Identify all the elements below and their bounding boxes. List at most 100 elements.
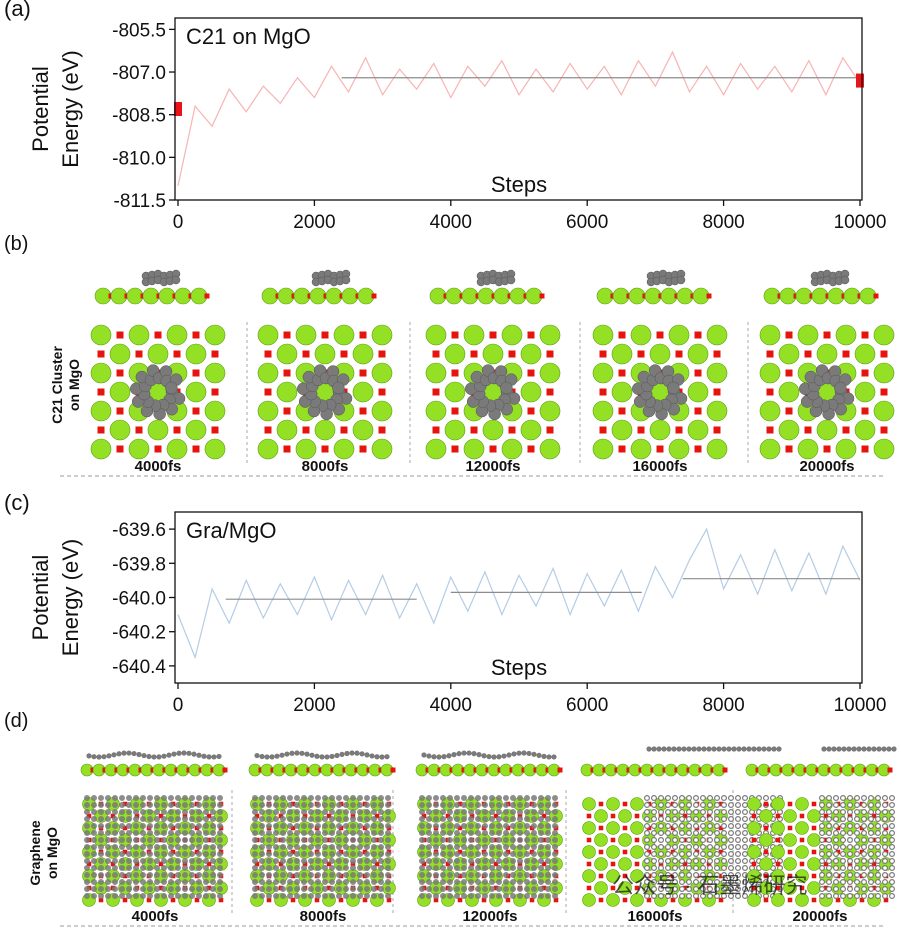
- c-atom: [489, 815, 496, 822]
- c-atom: [818, 822, 825, 829]
- c-atom: [125, 885, 132, 892]
- mg-atom: [816, 343, 838, 365]
- c-atom: [83, 885, 90, 892]
- x-tick-label: 0: [173, 212, 184, 233]
- o-atom: [290, 849, 296, 855]
- c-atom: [461, 836, 468, 843]
- o-atom: [283, 331, 291, 339]
- c-atom: [252, 885, 259, 892]
- snapshot: 12000fs: [425, 269, 561, 475]
- c-atom: [506, 275, 516, 285]
- c-atom: [329, 843, 336, 850]
- c-atom: [111, 829, 118, 836]
- c-atom: [140, 850, 147, 857]
- c-atom: [523, 892, 530, 899]
- c-atom: [419, 864, 426, 871]
- c-atom: [825, 794, 832, 801]
- c-atom: [324, 754, 330, 760]
- c-atom: [523, 871, 530, 878]
- c-atom: [530, 822, 537, 829]
- c-atom: [111, 885, 118, 892]
- c-atom: [343, 857, 350, 864]
- c-atom: [419, 885, 426, 892]
- mg-atom: [444, 419, 466, 441]
- c-atom: [322, 843, 329, 850]
- c-atom: [210, 794, 217, 801]
- c-atom: [762, 794, 769, 801]
- c-atom: [454, 892, 461, 899]
- c-atom: [349, 750, 355, 756]
- c-atom: [713, 794, 720, 801]
- c-atom: [301, 822, 308, 829]
- c-atom: [888, 878, 895, 885]
- c-atom: [664, 801, 671, 808]
- c-atom: [364, 829, 371, 836]
- mg-atom: [630, 324, 652, 346]
- c-atom: [489, 892, 496, 899]
- c-atom: [846, 885, 853, 892]
- c-atom: [832, 878, 839, 885]
- c-atom: [447, 829, 454, 836]
- o-atom: [290, 801, 296, 807]
- c-atom: [446, 753, 452, 759]
- c-atom: [489, 808, 496, 815]
- o-atom: [713, 350, 721, 358]
- c-atom: [182, 892, 189, 899]
- c-atom: [121, 750, 127, 756]
- c-atom: [888, 857, 895, 864]
- c-atom: [378, 871, 385, 878]
- c-atom: [315, 892, 322, 899]
- o-atom: [122, 801, 128, 807]
- c-atom: [825, 829, 832, 836]
- c-atom: [537, 815, 544, 822]
- c-atom: [489, 878, 496, 885]
- c-atom: [371, 871, 378, 878]
- c-atom: [496, 892, 503, 899]
- c-atom: [475, 801, 482, 808]
- mg-atom: [147, 343, 169, 365]
- c-atom: [440, 822, 447, 829]
- c-atom: [699, 829, 706, 836]
- c-atom: [643, 864, 650, 871]
- c-atom: [461, 801, 468, 808]
- c-atom: [454, 864, 461, 871]
- c-atom: [211, 754, 217, 760]
- c-atom: [433, 815, 440, 822]
- c-atom: [350, 850, 357, 857]
- c-atom: [874, 794, 881, 801]
- c-atom: [259, 753, 265, 760]
- c-atom: [217, 878, 224, 885]
- o-atom: [622, 873, 628, 879]
- c-atom: [544, 871, 551, 878]
- c-atom: [832, 857, 839, 864]
- time-label: 12000fs: [462, 908, 517, 925]
- c-atom: [266, 815, 273, 822]
- mg-atom: [582, 893, 596, 907]
- time-label: 16000fs: [632, 458, 687, 475]
- c-atom: [881, 822, 888, 829]
- c-atom: [551, 794, 558, 801]
- mg-atom: [873, 324, 895, 346]
- c-atom: [741, 836, 748, 843]
- c-atom: [657, 822, 664, 829]
- c-atom: [336, 871, 343, 878]
- snapshot: 8000fs: [257, 269, 393, 475]
- c-atom: [378, 808, 385, 815]
- c-atom: [496, 794, 503, 801]
- c-atom: [426, 864, 433, 871]
- c-atom: [475, 885, 482, 892]
- o-atom: [835, 897, 841, 903]
- o-atom: [713, 388, 721, 396]
- o-atom: [622, 849, 628, 855]
- c-atom: [350, 801, 357, 808]
- c-atom: [294, 878, 301, 885]
- c-atom: [657, 885, 664, 892]
- c-atom: [699, 892, 706, 899]
- o-atom: [763, 873, 769, 879]
- c-atom: [189, 808, 196, 815]
- mg-atom: [630, 869, 644, 883]
- c-atom: [860, 885, 867, 892]
- c-atom: [350, 815, 357, 822]
- c-atom: [839, 822, 846, 829]
- o-atom: [637, 350, 645, 358]
